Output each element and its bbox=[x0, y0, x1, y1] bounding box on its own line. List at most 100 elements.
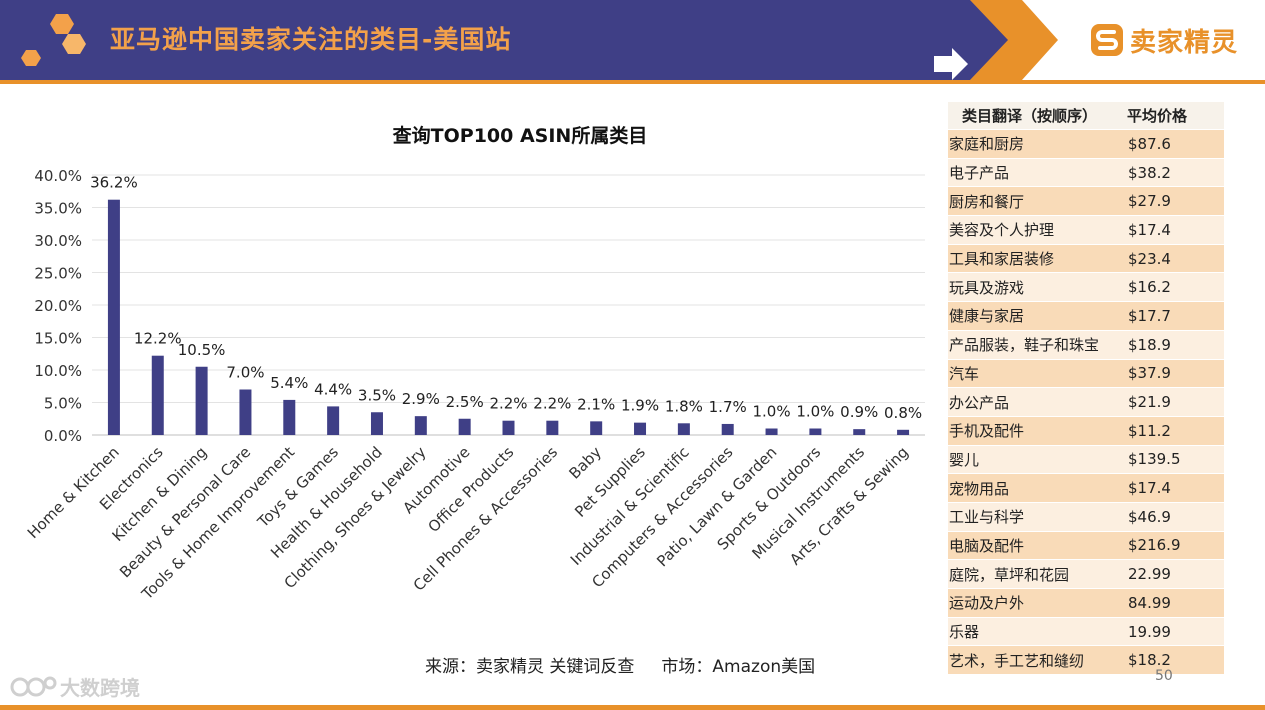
table-cell-category: 运动及户外 bbox=[948, 588, 1127, 618]
brand-logo-icon bbox=[1091, 24, 1123, 56]
table-row: 宠物用品 $17.4 bbox=[948, 473, 1224, 503]
table-cell-price: 84.99 bbox=[1127, 588, 1224, 618]
watermark-text: 大数跨境 bbox=[60, 676, 140, 700]
table-row: 家庭和厨房 $87.6 bbox=[948, 129, 1224, 159]
data-label: 1.9% bbox=[621, 397, 659, 415]
table-row: 厨房和餐厅 $27.9 bbox=[948, 186, 1224, 216]
table-cell-price: $18.9 bbox=[1127, 329, 1224, 359]
table-cell-price: $139.5 bbox=[1127, 444, 1224, 474]
table-header-price: 平均价格 bbox=[1127, 102, 1224, 130]
table-cell-category: 艺术，手工艺和缝纫 bbox=[948, 645, 1127, 675]
table-header-row: 类目翻译（按顺序） 平均价格 bbox=[948, 102, 1224, 130]
table-cell-price: $46.9 bbox=[1127, 501, 1224, 532]
table-cell-category: 健康与家居 bbox=[948, 301, 1127, 331]
table-cell-category: 厨房和餐厅 bbox=[948, 186, 1127, 216]
table-row: 健康与家居 $17.7 bbox=[948, 301, 1224, 331]
data-label: 2.2% bbox=[489, 395, 527, 413]
y-tick-label: 0.0% bbox=[44, 427, 82, 445]
bar-chart: 查询TOP100 ASIN所属类目 0.0% 5.0% 10.0% 15.0% 20.0%… bbox=[24, 124, 925, 604]
data-label: 0.9% bbox=[840, 403, 878, 421]
table-cell-category: 庭院，草坪和花园 bbox=[948, 559, 1127, 589]
table-cell-category: 美容及个人护理 bbox=[948, 215, 1127, 245]
data-label: 7.0% bbox=[226, 364, 264, 382]
bar bbox=[809, 428, 822, 435]
bar bbox=[327, 406, 340, 435]
data-label: 0.8% bbox=[884, 404, 922, 422]
table-cell-price: $17.4 bbox=[1127, 215, 1224, 245]
data-label: 2.9% bbox=[402, 390, 440, 408]
table-cell-price: $37.9 bbox=[1127, 358, 1224, 388]
table-cell-price: 22.99 bbox=[1127, 559, 1224, 589]
table-body: 家庭和厨房 $87.6 电子产品 $38.2 厨房和餐厅 $27.9 美容及个人护理 $17.… bbox=[948, 129, 1224, 675]
data-label: 1.0% bbox=[752, 403, 790, 421]
y-tick-label: 40.0% bbox=[34, 167, 82, 185]
bar bbox=[677, 423, 690, 435]
table-row: 电脑及配件 $216.9 bbox=[948, 530, 1224, 560]
table-cell-category: 办公产品 bbox=[948, 387, 1127, 417]
data-label: 36.2% bbox=[90, 174, 138, 192]
y-tick-label: 25.0% bbox=[34, 265, 82, 283]
data-label: 10.5% bbox=[178, 341, 226, 359]
data-label: 1.8% bbox=[665, 397, 703, 415]
table-cell-category: 工具和家居装修 bbox=[948, 243, 1127, 273]
header-divider bbox=[0, 80, 1265, 84]
bar bbox=[897, 429, 910, 435]
table-row: 美容及个人护理 $17.4 bbox=[948, 215, 1224, 245]
y-tick-label: 5.0% bbox=[44, 395, 82, 413]
footer-divider bbox=[0, 705, 1265, 710]
bar bbox=[721, 423, 734, 435]
table-cell-price: $23.4 bbox=[1127, 243, 1224, 273]
data-label: 1.0% bbox=[796, 403, 834, 421]
bar bbox=[590, 421, 603, 435]
bar bbox=[107, 199, 120, 435]
data-label: 2.5% bbox=[446, 393, 484, 411]
table-cell-price: $87.6 bbox=[1127, 129, 1224, 159]
table-cell-category: 玩具及游戏 bbox=[948, 272, 1127, 302]
bar bbox=[370, 412, 383, 435]
y-tick-label: 20.0% bbox=[34, 297, 82, 315]
table-cell-category: 产品服装，鞋子和珠宝 bbox=[948, 329, 1127, 359]
table-cell-price: $21.9 bbox=[1127, 387, 1224, 417]
table-row: 工业与科学 $46.9 bbox=[948, 501, 1224, 532]
bar bbox=[502, 420, 515, 435]
table-row: 运动及户外 84.99 bbox=[948, 588, 1224, 618]
table-cell-price: $27.9 bbox=[1127, 186, 1224, 216]
table-row: 电子产品 $38.2 bbox=[948, 157, 1224, 187]
hexagon-logo-icon bbox=[21, 14, 86, 66]
table-row: 手机及配件 $11.2 bbox=[948, 415, 1224, 446]
table-row: 乐器 19.99 bbox=[948, 616, 1224, 646]
table-cell-price: 19.99 bbox=[1127, 616, 1224, 646]
table-row: 艺术，手工艺和缝纫 $18.2 bbox=[948, 645, 1224, 675]
header-band bbox=[0, 0, 1022, 80]
y-tick-label: 30.0% bbox=[34, 232, 82, 250]
x-tick-label: Baby bbox=[565, 443, 605, 483]
table-cell-category: 手机及配件 bbox=[948, 415, 1127, 446]
table-cell-price: $17.7 bbox=[1127, 301, 1224, 331]
y-tick-label: 10.0% bbox=[34, 362, 82, 380]
table-cell-category: 电子产品 bbox=[948, 157, 1127, 187]
table-cell-category: 宠物用品 bbox=[948, 473, 1127, 503]
table-row: 产品服装，鞋子和珠宝 $18.9 bbox=[948, 329, 1224, 359]
price-table: 类目翻译（按顺序） 平均价格 家庭和厨房 $87.6 电子产品 $38.2 厨房和餐厅 $… bbox=[948, 102, 1224, 675]
bar bbox=[546, 420, 559, 435]
page-title: 亚马逊中国卖家关注的类目-美国站 bbox=[110, 25, 512, 54]
table-cell-price: $17.4 bbox=[1127, 473, 1224, 503]
data-label: 3.5% bbox=[358, 386, 396, 404]
data-label: 2.1% bbox=[577, 395, 615, 413]
bar bbox=[458, 418, 471, 435]
data-label: 2.2% bbox=[533, 395, 571, 413]
table-cell-price: $38.2 bbox=[1127, 157, 1224, 187]
header: 亚马逊中国卖家关注的类目-美国站 卖家精灵 bbox=[0, 0, 1265, 80]
table-cell-category: 工业与科学 bbox=[948, 501, 1127, 532]
bar bbox=[195, 366, 208, 435]
bar bbox=[239, 389, 252, 435]
table-cell-price: $16.2 bbox=[1127, 272, 1224, 302]
table-row: 办公产品 $21.9 bbox=[948, 387, 1224, 417]
table-row: 庭院，草坪和花园 22.99 bbox=[948, 559, 1224, 589]
data-label: 4.4% bbox=[314, 380, 352, 398]
source-note: 来源：卖家精灵 关键词反查 市场：Amazon美国 bbox=[425, 657, 816, 677]
bar bbox=[283, 399, 296, 435]
watermark: 大数跨境 bbox=[10, 672, 140, 701]
table-cell-price: $11.2 bbox=[1127, 415, 1224, 446]
brand: 卖家精灵 bbox=[1090, 22, 1238, 58]
